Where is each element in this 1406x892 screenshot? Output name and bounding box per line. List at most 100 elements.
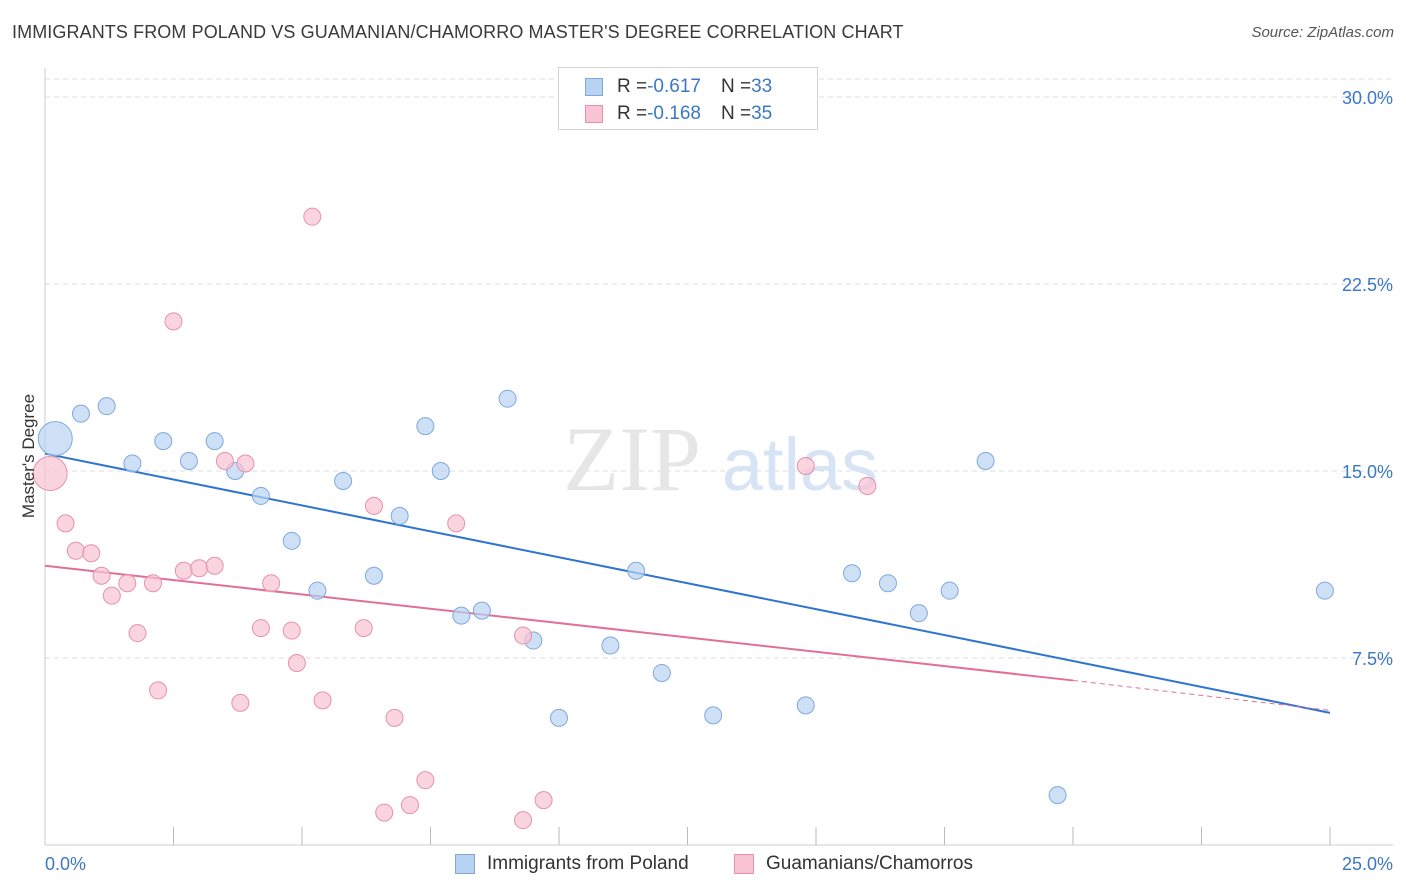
y-tick-label: 22.5% bbox=[1342, 275, 1393, 295]
guamanian-point bbox=[534, 791, 553, 810]
poland-point bbox=[796, 696, 815, 715]
chart-title: IMMIGRANTS FROM POLAND VS GUAMANIAN/CHAM… bbox=[12, 22, 904, 42]
poland-point bbox=[37, 421, 73, 457]
watermark-zip: ZIP bbox=[563, 408, 701, 510]
grid-lines bbox=[45, 78, 1393, 659]
guamanian-point bbox=[82, 544, 101, 563]
guamanian-point bbox=[313, 691, 332, 710]
poland-point bbox=[205, 432, 224, 451]
bottom-legend-label-guamanian: Guamanians/Chamorros bbox=[766, 853, 973, 874]
poland-point bbox=[179, 452, 198, 471]
y-tick-label: 15.0% bbox=[1342, 462, 1393, 482]
guamanian-point bbox=[447, 514, 466, 533]
bottom-legend-swatch-pink bbox=[734, 854, 754, 874]
poland-point bbox=[704, 706, 723, 725]
poland-point bbox=[251, 486, 270, 505]
poland-point bbox=[1315, 581, 1334, 600]
guamanian-point bbox=[102, 586, 121, 605]
legend-r-label: R = bbox=[617, 76, 648, 97]
guamanian-point bbox=[514, 626, 533, 645]
guamanian-point bbox=[400, 796, 419, 815]
guamanian-point bbox=[149, 681, 168, 700]
poland-point bbox=[498, 389, 517, 408]
poland-point bbox=[627, 561, 646, 580]
poland-point bbox=[940, 581, 959, 600]
poland-point bbox=[334, 471, 353, 490]
poland-point bbox=[976, 452, 995, 471]
legend-n-value: 33 bbox=[751, 76, 773, 97]
legend-swatch-blue bbox=[585, 78, 603, 96]
poland-point bbox=[909, 604, 928, 623]
poland-point bbox=[364, 566, 383, 585]
guamanian-point bbox=[282, 621, 301, 640]
guamanian-point bbox=[385, 708, 404, 727]
guamanian-point bbox=[375, 803, 394, 822]
guamanian-point bbox=[416, 771, 435, 790]
guamanian-point bbox=[251, 619, 270, 638]
guamanian-point bbox=[190, 559, 209, 578]
guamanian-point bbox=[92, 566, 111, 585]
guamanian-point bbox=[514, 811, 533, 830]
source-label: Source: ZipAtlas.com bbox=[1251, 24, 1394, 41]
guamanian-point bbox=[262, 574, 281, 593]
legend-row-guamanian: R = -0.168 N = 35 bbox=[585, 101, 772, 127]
poland-point bbox=[431, 462, 450, 480]
poland-point bbox=[308, 581, 327, 600]
guamanian-point bbox=[858, 476, 877, 495]
bottom-legend-label-poland: Immigrants from Poland bbox=[487, 853, 689, 874]
poland-point bbox=[452, 606, 471, 625]
legend-swatch-pink bbox=[585, 105, 603, 123]
poland-point bbox=[550, 708, 568, 727]
guamanian-point bbox=[174, 561, 193, 580]
guamanian-point bbox=[32, 455, 68, 491]
data-points bbox=[32, 207, 1334, 830]
poland-point bbox=[601, 636, 620, 655]
poland-point bbox=[390, 506, 409, 525]
bottom-legend-guamanian: Guamanians/Chamorros bbox=[734, 851, 973, 877]
guamanian-point bbox=[143, 574, 162, 593]
legend-box: R = -0.617 N = 33 R = -0.168 N = 35 bbox=[558, 67, 818, 130]
legend-n-value: 35 bbox=[751, 103, 773, 124]
guamanian-point bbox=[303, 207, 322, 226]
poland-point bbox=[416, 417, 435, 436]
guamanian-point bbox=[796, 457, 815, 476]
guamanian-point bbox=[231, 693, 250, 712]
poland-point bbox=[472, 601, 491, 620]
poland-point bbox=[154, 432, 173, 451]
legend-r-label: R = bbox=[617, 103, 648, 124]
guamanian-point bbox=[354, 619, 373, 638]
poland-point bbox=[97, 397, 116, 416]
x-tick-label-min: 0.0% bbox=[45, 854, 86, 874]
poland-point bbox=[878, 574, 897, 593]
y-tick-label: 30.0% bbox=[1342, 88, 1393, 108]
guamanian-trend-extension bbox=[1072, 679, 1331, 711]
guamanian-point bbox=[215, 452, 234, 471]
guamanian-point bbox=[205, 556, 224, 575]
guamanian-trend-line bbox=[44, 564, 1074, 682]
tick-labels: 7.5% 15.0% 22.5% 30.0% 0.0% 25.0% bbox=[45, 88, 1393, 874]
poland-point bbox=[842, 564, 861, 583]
bottom-legend-poland: Immigrants from Poland bbox=[455, 851, 689, 877]
legend-n-label: N = bbox=[720, 76, 752, 97]
legend-n-label: N = bbox=[720, 103, 752, 124]
poland-point bbox=[652, 663, 671, 682]
guamanian-point bbox=[364, 496, 383, 515]
guamanian-point bbox=[164, 312, 183, 331]
y-tick-label: 7.5% bbox=[1352, 649, 1393, 669]
legend-r-value: -0.168 bbox=[647, 103, 701, 124]
watermark: ZIP atlas bbox=[563, 408, 878, 510]
poland-point bbox=[71, 404, 90, 423]
poland-point bbox=[123, 454, 142, 473]
guamanian-point bbox=[287, 653, 306, 672]
guamanian-point bbox=[128, 624, 147, 643]
guamanian-point bbox=[66, 541, 85, 560]
guamanian-point bbox=[118, 574, 137, 593]
legend-r-value: -0.617 bbox=[647, 76, 701, 97]
poland-point bbox=[1048, 786, 1067, 805]
y-axis-title: Master's Degree bbox=[19, 394, 38, 518]
bottom-legend-swatch-blue bbox=[455, 854, 475, 874]
guamanian-point bbox=[236, 454, 255, 473]
x-tick-label-max: 25.0% bbox=[1342, 854, 1393, 874]
legend-row-poland: R = -0.617 N = 33 bbox=[585, 74, 772, 100]
